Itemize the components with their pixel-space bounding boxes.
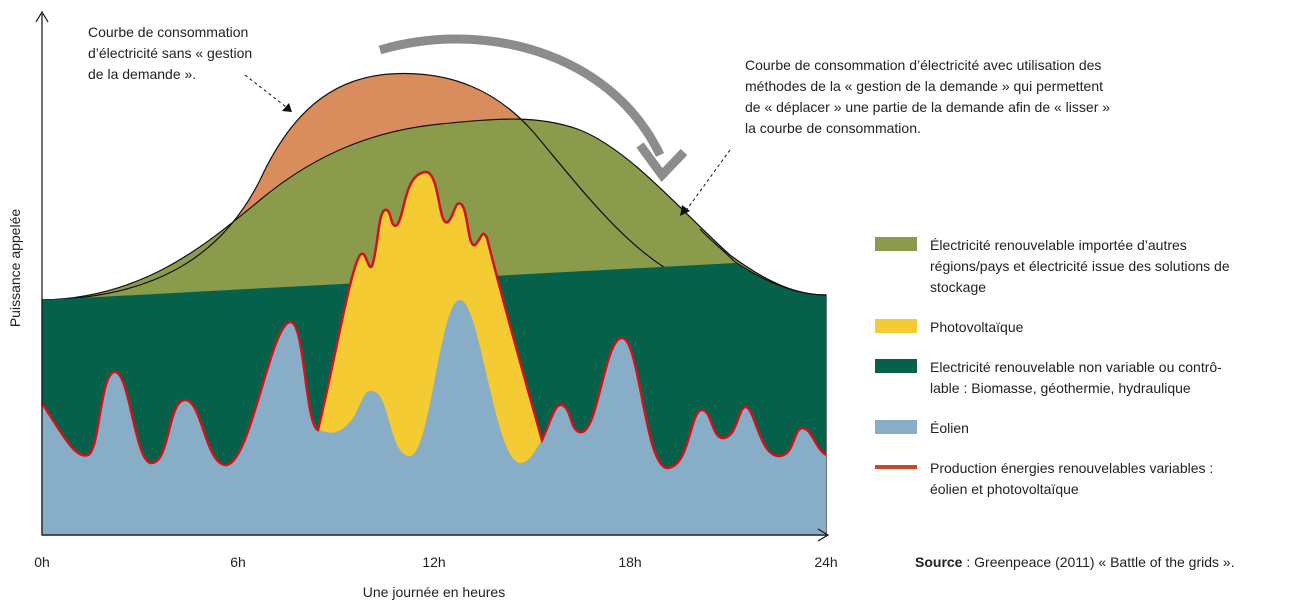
- legend-label: éolien et photovoltaïque: [930, 481, 1079, 497]
- annotation-right: Courbe de consommation d’électricité ave…: [745, 57, 1101, 73]
- x-tick-label: 6h: [230, 554, 246, 570]
- legend-label: Electricité renouvelable non variable ou…: [930, 359, 1222, 375]
- legend-swatch: [875, 359, 917, 373]
- wind-area: [42, 300, 826, 535]
- pointer-right-head: [680, 205, 690, 216]
- annotation-right: de « déplacer » une partie de la demande…: [745, 99, 1110, 115]
- source: Source : Greenpeace (2011) « Battle of t…: [915, 554, 1235, 570]
- shift-arrow: [378, 34, 665, 157]
- legend-swatch: [875, 237, 917, 251]
- legend-label: Éolien: [930, 420, 969, 436]
- x-tick-label: 24h: [814, 554, 837, 570]
- annotation-left: de la demande ».: [88, 66, 196, 82]
- x-axis-arrow: [817, 528, 830, 542]
- legend-label: lable : Biomasse, géothermie, hydrauliqu…: [930, 380, 1191, 396]
- annotation-right: méthodes de la « gestion de la demande »…: [745, 78, 1103, 94]
- legend-label: stockage: [930, 279, 986, 295]
- legend-label: régions/pays et électricité issue des so…: [930, 258, 1230, 274]
- pointer-right: [684, 149, 731, 213]
- shift-arrowhead: [636, 142, 688, 182]
- legend-label: Production énergies renouvelables variab…: [930, 460, 1213, 476]
- y-axis-label: Puissance appelée: [7, 209, 23, 328]
- legend-swatch: [875, 420, 917, 434]
- x-tick-label: 0h: [34, 554, 50, 570]
- source-text: : Greenpeace (2011) « Battle of the grid…: [962, 554, 1234, 570]
- managed-curve-right: [699, 228, 827, 296]
- annotation-left: d’électricité sans « gestion: [88, 45, 252, 61]
- pointer-left-head: [282, 103, 292, 112]
- legend-label: Photovoltaïque: [930, 319, 1024, 335]
- annotation-right: la courbe de consommation.: [745, 120, 921, 136]
- x-tick-label: 12h: [422, 554, 445, 570]
- source-bold: Source: [915, 554, 963, 570]
- annotation-left: Courbe de consommation: [88, 24, 248, 40]
- legend-swatch: [875, 319, 917, 333]
- variable-production-curve: [40, 170, 827, 470]
- pointer-left: [244, 74, 291, 111]
- legend-line: [875, 465, 917, 469]
- y-axis-arrow: [35, 10, 49, 23]
- legend-label: Électricité renouvelable importée d’autr…: [930, 237, 1187, 253]
- x-tick-label: 18h: [618, 554, 641, 570]
- x-axis-label: Une journée en heures: [363, 584, 505, 600]
